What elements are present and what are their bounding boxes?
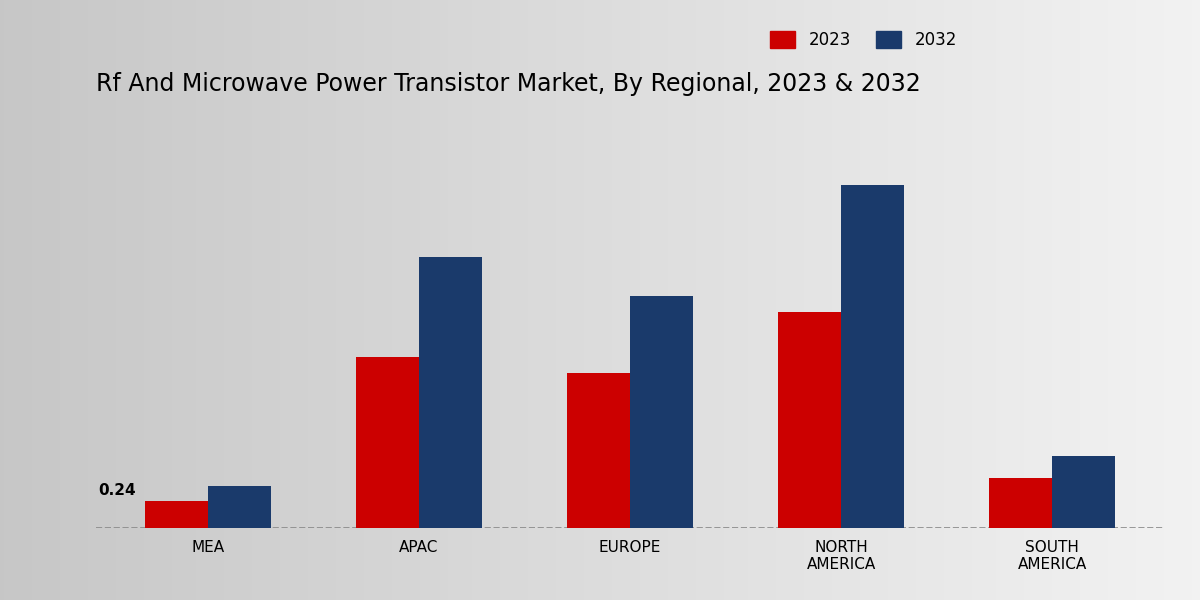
Bar [144, 502, 208, 528]
Bar [208, 486, 271, 528]
Bar [630, 296, 694, 528]
Text: 0.24: 0.24 [98, 483, 136, 498]
Bar [566, 373, 630, 528]
Bar [419, 257, 482, 528]
Bar [1052, 456, 1116, 528]
Text: Rf And Microwave Power Transistor Market, By Regional, 2023 & 2032: Rf And Microwave Power Transistor Market… [96, 73, 920, 97]
Bar [778, 313, 841, 528]
Bar [841, 185, 905, 528]
Bar [989, 478, 1052, 528]
Bar [355, 356, 419, 528]
Legend: 2023, 2032: 2023, 2032 [763, 24, 964, 55]
